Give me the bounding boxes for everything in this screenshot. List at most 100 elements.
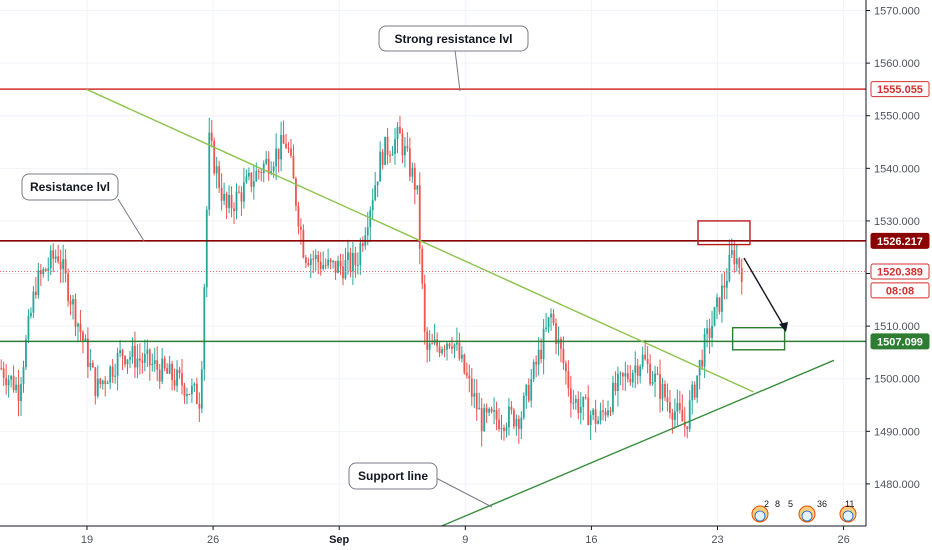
candle-body — [669, 401, 671, 414]
price-axis[interactable]: 1480.0001490.0001500.0001510.0001520.000… — [865, 0, 932, 526]
candle-body — [146, 349, 149, 354]
candle-body — [245, 176, 248, 183]
highlight-boxes — [697, 220, 786, 351]
candle-body — [381, 151, 384, 165]
candle-body — [166, 368, 169, 374]
price-tag — [870, 282, 930, 299]
candle-body — [545, 327, 547, 330]
candle-body — [267, 158, 270, 174]
candle-body — [0, 368, 3, 370]
candle-body — [359, 243, 362, 265]
candle-body — [441, 349, 443, 354]
candle-body — [661, 383, 664, 399]
candles — [0, 115, 743, 447]
candle-body — [738, 258, 741, 268]
candle-body — [67, 273, 69, 301]
candle-body — [592, 409, 595, 416]
candle-body — [181, 373, 183, 386]
candle-body — [646, 359, 649, 364]
candle-body — [629, 378, 632, 383]
x-tick-label: 26 — [207, 534, 219, 546]
candle-body — [282, 134, 285, 144]
candle-body — [708, 328, 711, 339]
candle-body — [129, 357, 131, 360]
candle-body — [396, 126, 399, 140]
candle-body — [391, 153, 394, 156]
candle-body — [401, 133, 404, 156]
candle-body — [730, 250, 733, 255]
horizontal-lines — [0, 88, 866, 343]
y-tick-label: 1490.000 — [874, 426, 920, 438]
candle-body — [290, 148, 292, 156]
candle-body — [74, 299, 77, 327]
candle-body — [399, 126, 401, 134]
candle-body — [493, 410, 495, 412]
candle-body — [540, 349, 543, 360]
candle-body — [470, 378, 473, 397]
candle-body — [418, 185, 421, 249]
candle-body — [106, 382, 109, 384]
price-tag-label: 1507.099 — [877, 336, 923, 348]
y-tick-label: 1480.000 — [874, 479, 920, 491]
candle-body — [676, 402, 679, 412]
event-badges[interactable]: 2 8 5 36 11 — [751, 499, 857, 523]
candle-body — [297, 205, 300, 227]
candle-body — [208, 132, 211, 210]
candle-body — [257, 171, 260, 173]
candle-body — [428, 343, 431, 350]
candle-body — [626, 373, 629, 379]
candle-body — [579, 407, 582, 413]
candle-body — [168, 363, 171, 374]
candle-body — [143, 353, 146, 363]
candle-body — [567, 371, 570, 389]
candle-body — [225, 193, 228, 208]
candle-body — [82, 332, 84, 341]
candle-body — [495, 410, 498, 420]
candle-body — [10, 376, 13, 380]
candle-body — [101, 380, 104, 384]
candle-body — [569, 388, 572, 403]
candle-body — [223, 193, 226, 201]
candle-body — [317, 254, 320, 262]
callout-strong-resistance-label: Strong resistance lvl — [394, 32, 512, 46]
callout-strong-resistance: Strong resistance lvl — [378, 25, 529, 92]
event-count: 36 — [817, 499, 827, 509]
candle-body — [636, 365, 639, 376]
price-tag — [870, 81, 930, 98]
candle-body — [673, 411, 676, 420]
price-tag-label: 1555.055 — [877, 84, 923, 96]
candle-body — [599, 410, 602, 421]
candle-body — [602, 410, 604, 412]
candle-body — [161, 358, 164, 382]
candle-body — [349, 252, 352, 272]
candle-body — [649, 363, 652, 384]
x-tick-label: 9 — [462, 534, 468, 546]
candle-body — [713, 307, 716, 326]
candle-body — [463, 354, 466, 373]
candle-body — [329, 259, 332, 263]
candle-body — [723, 285, 726, 288]
candle-body — [299, 226, 302, 230]
candle-body — [612, 382, 614, 412]
candle-body — [535, 361, 538, 365]
candle-body — [198, 403, 201, 409]
candle-body — [688, 400, 691, 430]
candle-body — [664, 383, 666, 398]
candle-body — [156, 360, 159, 370]
candle-body — [213, 140, 216, 174]
candle-body — [411, 167, 414, 177]
time-axis[interactable]: 1926Sep9162326O — [0, 525, 932, 550]
candle-body — [295, 178, 297, 206]
candle-body — [725, 280, 728, 288]
candle-body — [644, 354, 647, 360]
candle-body — [614, 382, 617, 392]
candle-body — [322, 264, 325, 269]
candle-body — [124, 356, 126, 365]
candle-body — [163, 358, 166, 369]
candle-body — [735, 258, 738, 265]
candle-body — [262, 163, 265, 174]
candle-body — [527, 385, 530, 401]
candle-body — [384, 136, 386, 165]
y-tick-label: 1560.000 — [874, 58, 920, 70]
